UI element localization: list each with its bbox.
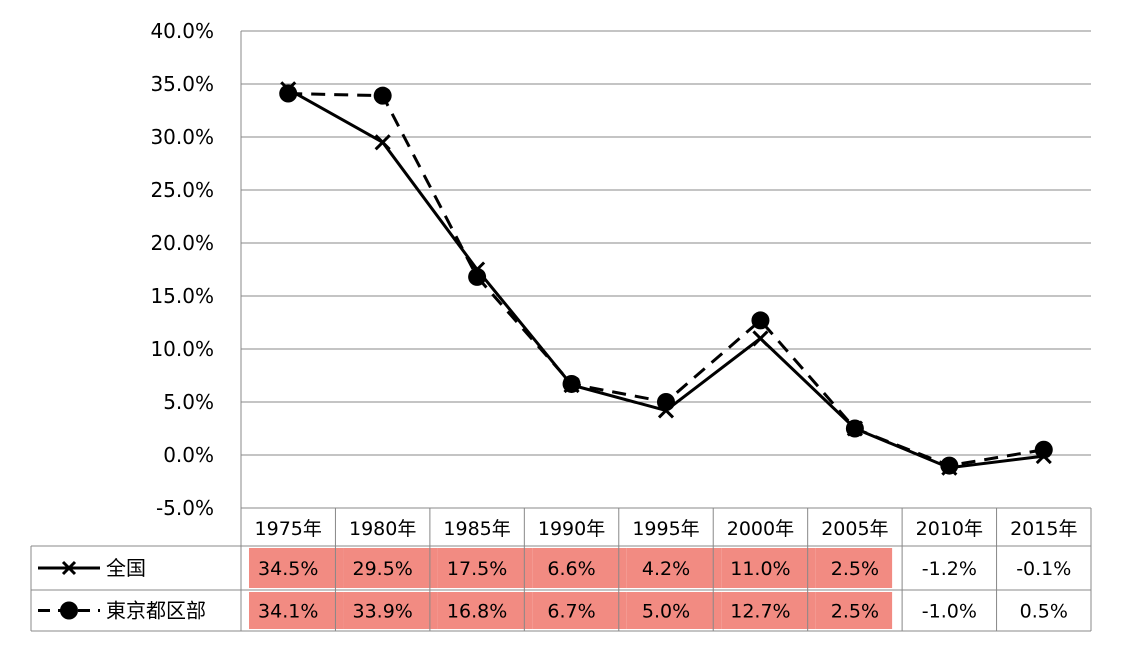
point-marker-circle [751, 311, 770, 330]
highlight-cell [721, 548, 816, 588]
data-label: 29.5% [352, 558, 412, 580]
x-category-label: 1990年 [538, 518, 605, 540]
point-marker-circle [1034, 440, 1053, 459]
y-tick-label: 40.0% [150, 19, 214, 43]
data-label: -1.2% [922, 558, 977, 580]
highlight-cell [626, 592, 722, 629]
point-marker-circle [940, 456, 959, 475]
point-marker-x [374, 134, 391, 151]
legend-entry: 全国 [38, 556, 146, 580]
data-label: 34.1% [258, 601, 318, 623]
data-label: 4.2% [642, 558, 690, 580]
y-tick-label: 20.0% [150, 231, 214, 255]
legend-label: 東京都区部 [106, 599, 206, 623]
data-label: 11.0% [730, 558, 790, 580]
legend-marker-circle [60, 601, 78, 620]
point-marker-circle [468, 267, 487, 286]
highlight-cell [721, 592, 816, 629]
data-label: 34.5% [258, 558, 318, 580]
data-label: 12.7% [730, 601, 790, 623]
point-marker-circle [845, 419, 864, 438]
y-tick-label: 25.0% [150, 178, 214, 202]
data-label: 17.5% [447, 558, 507, 580]
y-tick-label: 10.0% [150, 337, 214, 361]
x-category-label: 2005年 [821, 518, 888, 540]
data-label: 6.6% [547, 558, 595, 580]
x-category-label: 1975年 [255, 518, 322, 540]
highlight-cell [437, 548, 533, 588]
highlight-cell [249, 592, 344, 629]
y-tick-label: 30.0% [150, 125, 214, 149]
x-category-label: 2000年 [727, 518, 794, 540]
x-category-label: 1985年 [443, 518, 510, 540]
data-label: -0.1% [1016, 558, 1071, 580]
highlight-cell [815, 548, 893, 588]
highlight-cell [249, 548, 344, 588]
x-category-label: 2015年 [1010, 518, 1077, 540]
highlight-cell [626, 548, 722, 588]
point-marker-x [752, 330, 769, 347]
x-category-label: 1980年 [349, 518, 416, 540]
highlight-cell [532, 592, 627, 629]
point-marker-circle [279, 84, 298, 103]
data-label: 5.0% [642, 601, 690, 623]
highlight-cell [815, 592, 893, 629]
legend-entry: 東京都区部 [38, 599, 206, 623]
highlight-cell [437, 592, 533, 629]
data-label: 6.7% [547, 601, 595, 623]
data-label: 16.8% [447, 601, 507, 623]
data-label: 2.5% [831, 558, 879, 580]
data-label: 33.9% [352, 601, 412, 623]
point-marker-circle [562, 374, 581, 393]
y-tick-label: 35.0% [150, 72, 214, 96]
data-label: 2.5% [831, 601, 879, 623]
data-label: -1.0% [922, 601, 977, 623]
highlight-cell [343, 548, 438, 588]
y-tick-label: 0.0% [163, 443, 214, 467]
point-marker-circle [657, 393, 675, 411]
y-tick-label: 5.0% [163, 390, 214, 414]
data-label: 0.5% [1020, 601, 1068, 623]
y-tick-label: -5.0% [156, 496, 214, 520]
x-category-label: 1995年 [632, 518, 699, 540]
point-marker-circle [373, 86, 392, 105]
highlight-cell [532, 548, 627, 588]
y-tick-label: 15.0% [150, 284, 214, 308]
highlight-cell [343, 592, 438, 629]
legend-marker-x [61, 560, 77, 576]
x-category-label: 2010年 [916, 518, 983, 540]
legend-label: 全国 [106, 556, 146, 580]
